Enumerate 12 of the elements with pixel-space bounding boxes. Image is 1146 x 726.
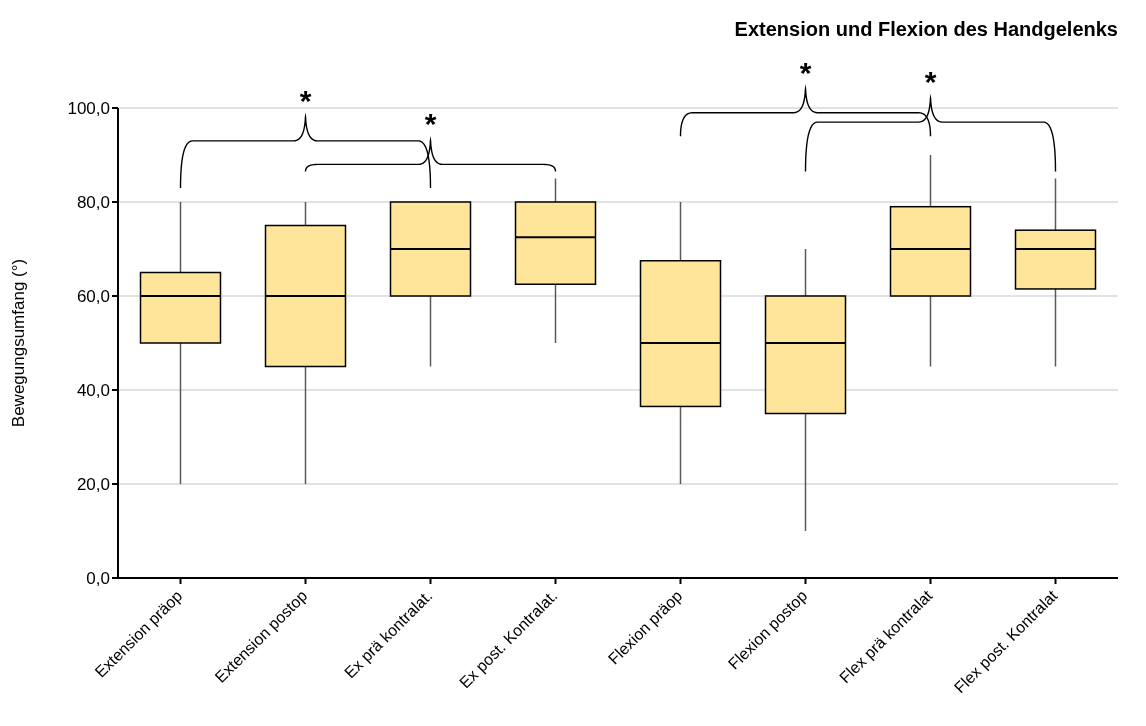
y-axis-title: Bewegungsumfang (°) <box>9 258 29 428</box>
text: * <box>799 55 812 89</box>
text: * <box>924 65 937 99</box>
annotation: * <box>299 83 312 117</box>
y-tick-label: 100,0 <box>67 99 110 119</box>
y-tick-label: 80,0 <box>76 193 110 213</box>
y-tick-label: 60,0 <box>76 287 110 307</box>
y-tick-label: 40,0 <box>76 381 110 401</box>
y-tick-label: 20,0 <box>76 475 110 495</box>
annotation: * <box>424 107 437 141</box>
y-tick-label: 0,0 <box>86 569 110 589</box>
chart-title: Extension und Flexion des Handgelenks <box>734 18 1118 41</box>
